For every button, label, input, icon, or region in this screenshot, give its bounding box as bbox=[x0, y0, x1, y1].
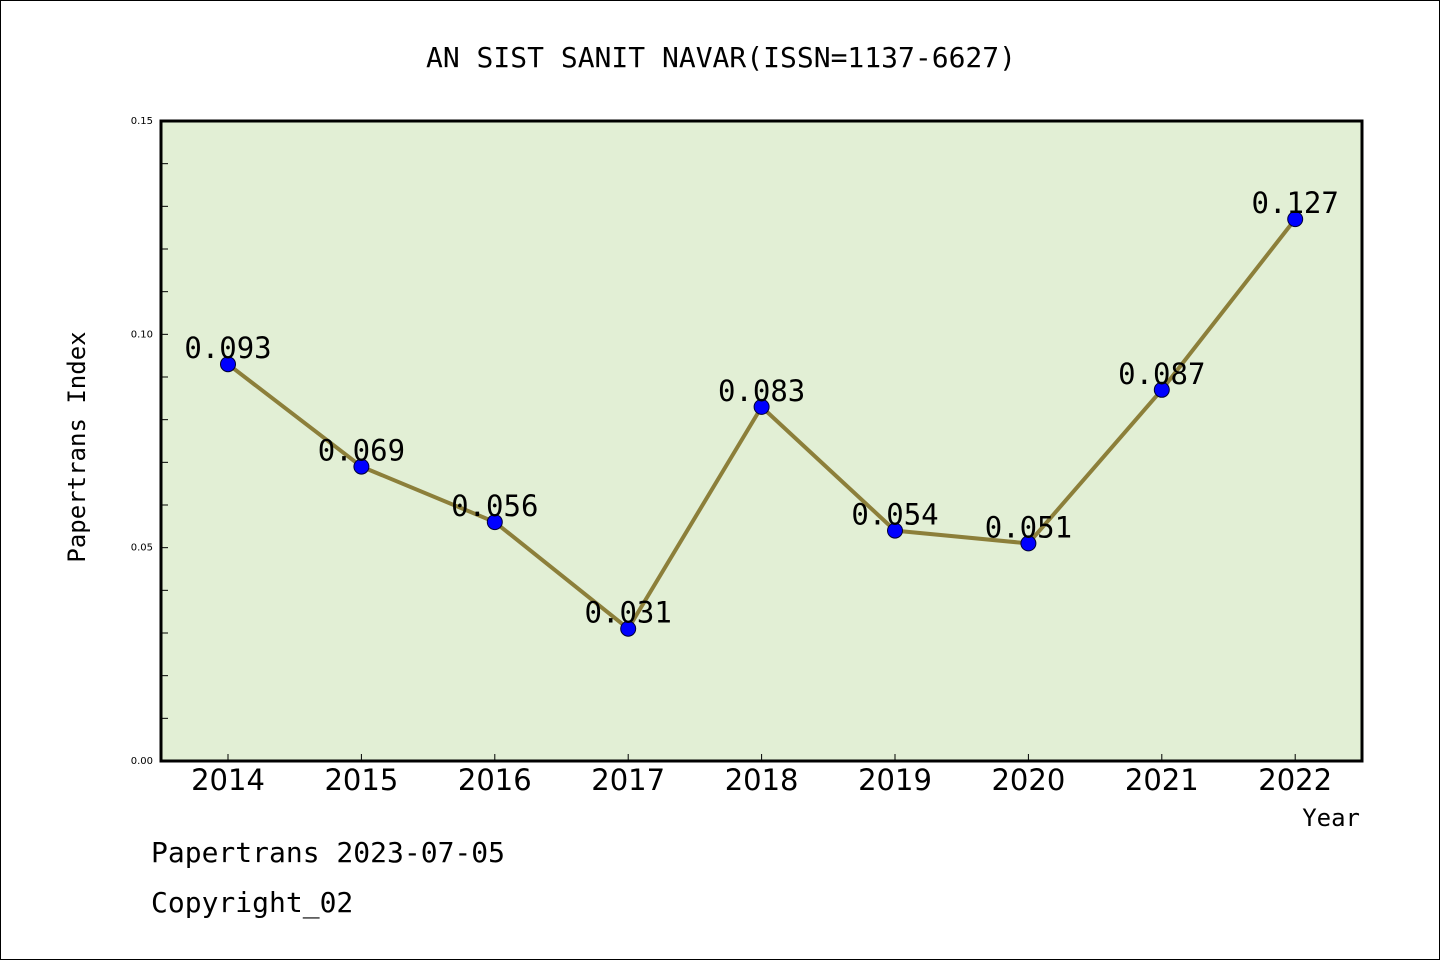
x-tick-label: 2014 bbox=[191, 763, 265, 797]
plot-area bbox=[161, 121, 1362, 761]
x-tick-label: 2021 bbox=[1125, 763, 1199, 797]
y-tick-label: 0.05 bbox=[131, 543, 153, 554]
data-label: 0.069 bbox=[318, 434, 405, 468]
x-tick-label: 2017 bbox=[591, 763, 665, 797]
data-label: 0.093 bbox=[184, 331, 271, 365]
footer-date: Papertrans 2023-07-05 bbox=[151, 836, 506, 869]
x-tick-label: 2015 bbox=[324, 763, 398, 797]
data-label: 0.031 bbox=[585, 596, 672, 630]
x-tick-label: 2022 bbox=[1258, 763, 1332, 797]
data-series bbox=[220, 211, 1304, 637]
data-point-marker bbox=[620, 620, 637, 637]
data-label: 0.083 bbox=[718, 374, 805, 408]
data-point-marker bbox=[887, 522, 903, 539]
x-tick-label: 2018 bbox=[725, 763, 799, 797]
plot-frame bbox=[159, 119, 1364, 763]
y-tick-label: 0.00 bbox=[131, 756, 153, 767]
data-label: 0.054 bbox=[851, 498, 938, 532]
y-axis-label: Papertrans Index bbox=[63, 331, 91, 562]
data-point-marker bbox=[1153, 381, 1170, 398]
x-tick-label: 2020 bbox=[991, 763, 1065, 797]
x-tick-label: 2016 bbox=[458, 763, 532, 797]
data-point-marker bbox=[220, 356, 236, 373]
data-label: 0.087 bbox=[1118, 357, 1205, 391]
axis-ticks: 0.00 0.05 0.10 0.15 2014 2015 2016 2017 2018 2019… bbox=[131, 116, 1332, 797]
data-label: 0.056 bbox=[451, 489, 538, 523]
data-point-marker bbox=[1020, 535, 1037, 552]
y-tick-label: 0.15 bbox=[131, 116, 153, 127]
data-point-marker bbox=[353, 458, 370, 475]
data-label: 0.051 bbox=[985, 510, 1072, 544]
data-point-marker bbox=[1287, 211, 1304, 228]
footer-copyright: Copyright_02 bbox=[151, 886, 354, 919]
data-label: 0.127 bbox=[1252, 186, 1339, 220]
chart-title: AN SIST SANIT NAVAR(ISSN=1137-6627) bbox=[426, 41, 1016, 74]
data-point-marker bbox=[753, 398, 770, 415]
data-point-marker bbox=[486, 514, 503, 531]
x-tick-label: 2019 bbox=[858, 763, 932, 797]
data-labels: 0.093 0.069 0.056 0.031 0.083 0.054 0.051 0.087… bbox=[184, 186, 1339, 630]
y-tick-label: 0.10 bbox=[131, 329, 153, 340]
x-axis-label: Year bbox=[1302, 804, 1360, 832]
